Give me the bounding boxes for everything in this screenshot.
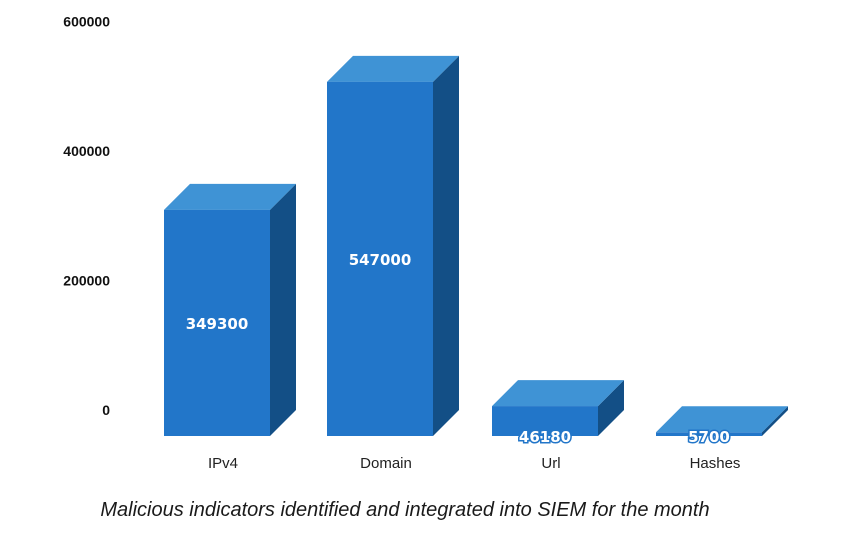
chart-title: Malicious indicators identified and inte…	[100, 499, 710, 521]
x-tick-label: IPv4	[208, 455, 238, 472]
bar-top	[327, 55, 459, 82]
bar-top	[656, 406, 788, 433]
x-tick-label: Hashes	[690, 455, 741, 472]
y-tick-label: 200000	[63, 273, 110, 289]
y-tick-label: 600000	[63, 14, 110, 30]
bar-domain	[327, 81, 433, 436]
bar-side	[762, 406, 788, 436]
bar-side	[270, 183, 296, 436]
bar-top	[164, 183, 296, 210]
bar-side	[433, 55, 459, 436]
bar-side	[598, 380, 624, 436]
bar-url	[492, 406, 598, 436]
data-label: 5700	[688, 428, 730, 446]
bar-top	[492, 380, 624, 407]
bar-hashes	[656, 432, 762, 436]
y-tick-label: 400000	[63, 143, 110, 159]
data-label: 46180	[519, 428, 571, 446]
y-tick-label: 0	[102, 402, 110, 418]
data-label: 547000	[349, 251, 412, 269]
bar-ipv4	[164, 209, 270, 436]
x-tick-label: Url	[541, 455, 560, 472]
x-tick-label: Domain	[360, 455, 412, 472]
data-label: 349300	[186, 315, 249, 333]
